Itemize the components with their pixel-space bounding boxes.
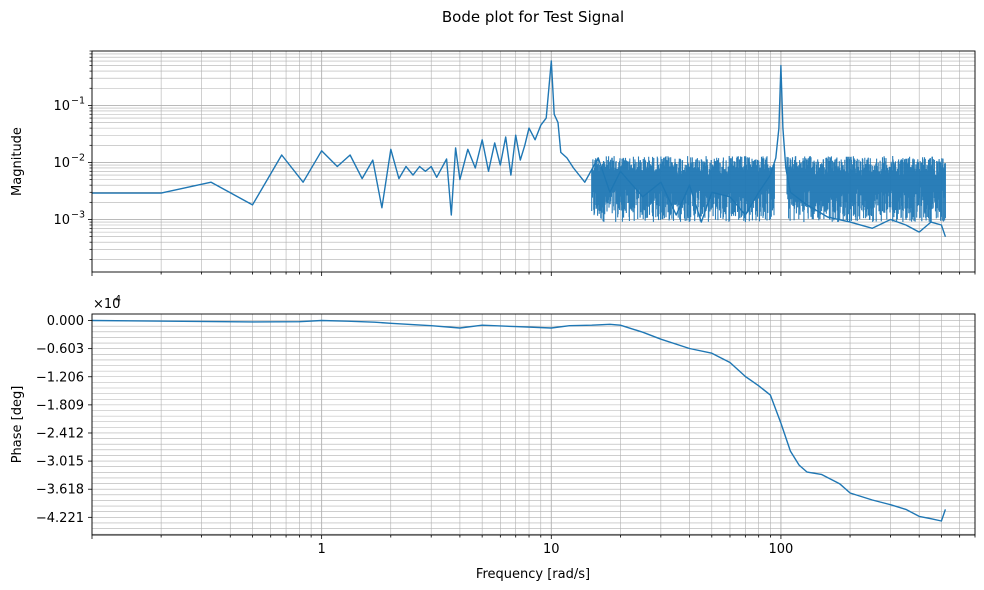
x-tick-label: 100	[769, 542, 794, 557]
magnitude-axis-label: Magnitude	[10, 127, 25, 196]
y-tick-label: −1.809	[36, 398, 84, 413]
chart-title: Bode plot for Test Signal	[442, 8, 624, 26]
y-tick-label: 10	[53, 213, 70, 228]
x-axis-label: Frequency [rad/s]	[476, 567, 590, 582]
phase-series-line	[91, 319, 947, 522]
phase-frame	[91, 313, 976, 536]
y-tick-label: 10	[53, 99, 70, 114]
x-tick-label: 10	[543, 542, 560, 557]
y-tick-label: −0.603	[36, 342, 84, 357]
phase-axis-label: Phase [deg]	[10, 386, 25, 464]
y-tick-exponent: −3	[71, 209, 85, 220]
magnitude-frame	[91, 50, 976, 273]
phase-offset-exponent: 4	[115, 294, 121, 305]
x-tick-label: 1	[318, 542, 326, 557]
y-tick-label: 0.000	[47, 314, 84, 329]
y-tick-label: −2.412	[36, 426, 84, 441]
y-tick-label: −4.221	[36, 511, 84, 526]
magnitude-series-line	[92, 60, 947, 237]
y-tick-label: −3.618	[36, 483, 84, 498]
phase-offset-text: ×10	[93, 297, 120, 312]
magnitude-noise-band	[591, 156, 946, 223]
y-tick-label: 10	[53, 156, 70, 171]
phase-panel: 1 10 100 0.000 −0.603 −1.206 −1.809 −2.412 −3.01…	[10, 294, 976, 557]
y-tick-label: −3.015	[36, 455, 84, 470]
y-tick-exponent: −2	[71, 152, 85, 163]
y-tick-exponent: −1	[71, 95, 85, 106]
y-tick-label: −1.206	[36, 370, 84, 385]
